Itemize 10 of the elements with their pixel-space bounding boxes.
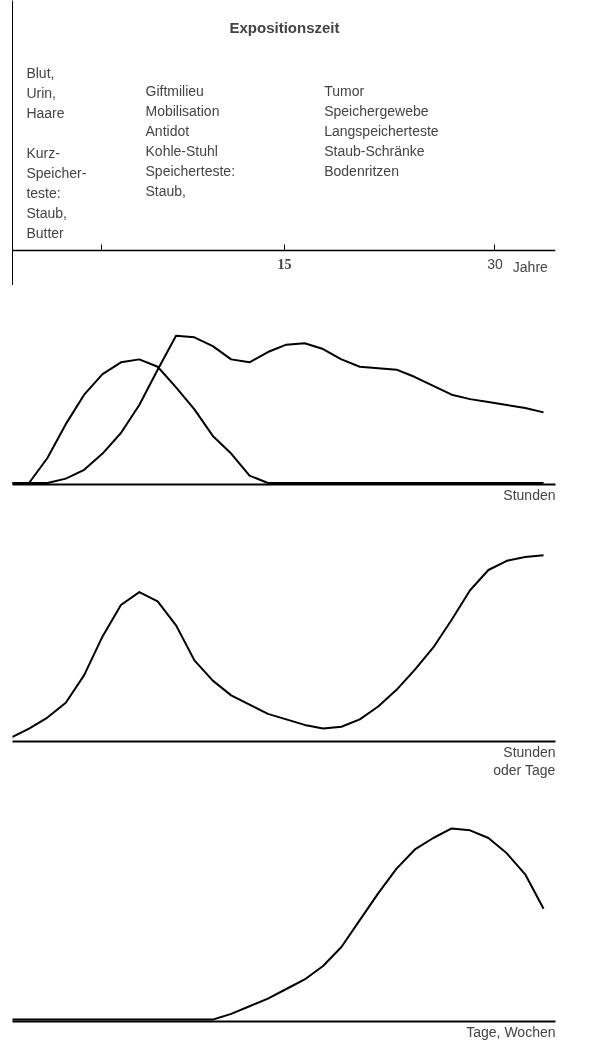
text: Giftmilieu Mobilisation Antidot Kohle-Stuhl Speicherteste: Staub, — [145, 82, 236, 199]
text: 15 — [277, 256, 292, 272]
text: Expositionszeit — [229, 18, 340, 36]
text: Blut, Urin, Haare Kurz- Speicher- teste: Staub, Butter — [26, 64, 87, 241]
x-axis-title: Tage, Wochen — [466, 1023, 556, 1040]
x-axis-title: Stunden oder Tage — [493, 743, 556, 778]
text: Tumor Speichergewebe Langspeicherteste Staub-Schränke Bodenritzen — [324, 82, 439, 179]
x-axis-title: Stunden — [503, 486, 556, 503]
text: Jahre — [512, 258, 549, 275]
text: 30 — [487, 255, 503, 272]
